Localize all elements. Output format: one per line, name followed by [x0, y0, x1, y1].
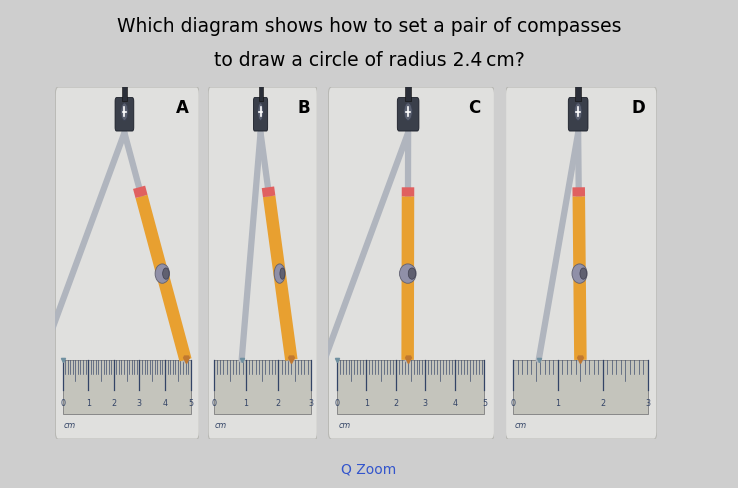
FancyBboxPatch shape: [328, 88, 494, 439]
Text: 2: 2: [276, 398, 281, 407]
Bar: [576, 82, 581, 102]
Text: 4: 4: [162, 398, 168, 407]
Circle shape: [404, 103, 413, 121]
Bar: [513, 360, 648, 415]
Ellipse shape: [155, 264, 170, 284]
Ellipse shape: [572, 264, 587, 284]
Text: cm: cm: [64, 420, 76, 429]
Text: 3: 3: [645, 398, 650, 407]
Text: B: B: [298, 99, 311, 116]
Ellipse shape: [275, 264, 285, 284]
Text: 0: 0: [334, 398, 339, 407]
Bar: [213, 360, 311, 415]
Text: 2: 2: [600, 398, 605, 407]
Circle shape: [258, 103, 263, 121]
Text: 0: 0: [211, 398, 216, 407]
Text: 1: 1: [244, 398, 249, 407]
Text: 0: 0: [511, 398, 516, 407]
Text: cm: cm: [339, 420, 351, 429]
Text: Q Zoom: Q Zoom: [342, 462, 396, 476]
Text: 5: 5: [482, 398, 487, 407]
FancyBboxPatch shape: [397, 99, 419, 132]
Bar: [122, 82, 127, 102]
FancyBboxPatch shape: [506, 88, 657, 439]
Ellipse shape: [399, 264, 416, 284]
Text: 5: 5: [188, 398, 193, 407]
Text: cm: cm: [514, 420, 527, 429]
FancyBboxPatch shape: [253, 99, 268, 132]
Text: D: D: [632, 99, 646, 116]
Bar: [405, 82, 411, 102]
Bar: [258, 82, 263, 102]
Text: 1: 1: [364, 398, 369, 407]
Text: C: C: [469, 99, 480, 116]
Text: 3: 3: [308, 398, 314, 407]
FancyBboxPatch shape: [568, 99, 588, 132]
Ellipse shape: [580, 268, 587, 280]
Text: 3: 3: [137, 398, 142, 407]
Text: 2: 2: [393, 398, 399, 407]
Text: Which diagram shows how to set a pair of compasses: Which diagram shows how to set a pair of…: [117, 17, 621, 36]
Text: 0: 0: [60, 398, 65, 407]
Ellipse shape: [408, 268, 415, 280]
Text: A: A: [176, 99, 188, 116]
Text: 3: 3: [423, 398, 428, 407]
Text: 4: 4: [452, 398, 458, 407]
Text: to draw a circle of radius 2.4 cm?: to draw a circle of radius 2.4 cm?: [213, 51, 525, 70]
Circle shape: [121, 103, 128, 121]
Ellipse shape: [162, 268, 169, 280]
Bar: [63, 360, 190, 415]
FancyBboxPatch shape: [115, 99, 134, 132]
Ellipse shape: [280, 268, 285, 280]
Text: 1: 1: [86, 398, 91, 407]
FancyBboxPatch shape: [208, 88, 317, 439]
Text: cm: cm: [215, 420, 227, 429]
Text: 1: 1: [556, 398, 560, 407]
FancyBboxPatch shape: [55, 88, 199, 439]
Text: 2: 2: [111, 398, 117, 407]
Circle shape: [574, 103, 582, 121]
Bar: [337, 360, 484, 415]
